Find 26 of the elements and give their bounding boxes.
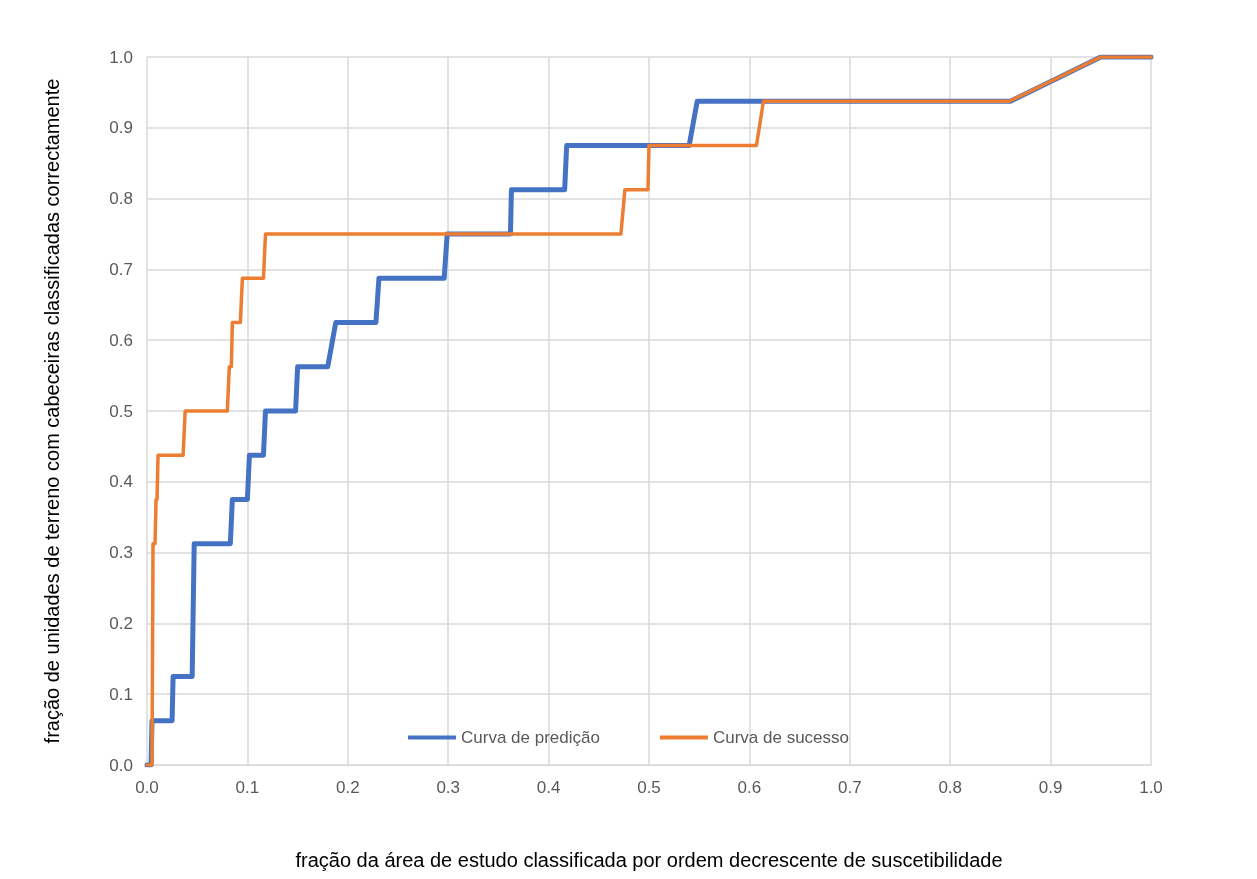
x-tick-label: 0.1 xyxy=(235,778,260,797)
y-tick-label: 0.5 xyxy=(109,401,133,421)
y-tick-label: 0.3 xyxy=(109,543,133,563)
x-tick-label: 0.6 xyxy=(737,778,762,797)
x-tick-label: 0.8 xyxy=(938,778,963,797)
x-tick-label: 0.3 xyxy=(436,778,461,797)
x-axis-title: fração da área de estudo classificada por ordem decrescente de suscetibilidade xyxy=(295,849,1003,871)
x-tick-label: 0.2 xyxy=(335,778,360,797)
y-tick-label: 0.6 xyxy=(109,330,133,350)
x-tick-label: 0.4 xyxy=(536,778,561,797)
y-tick-label: 0.4 xyxy=(109,472,133,492)
y-tick-label: 0.2 xyxy=(109,613,133,633)
legend-label: Curva de predição xyxy=(461,728,600,747)
y-tick-label: 0.1 xyxy=(109,684,133,704)
y-tick-label: 0.9 xyxy=(109,118,133,138)
y-tick-label: 0.7 xyxy=(109,259,133,279)
x-tick-label: 0.5 xyxy=(637,778,661,797)
x-tick-label: 1.0 xyxy=(1139,778,1163,797)
x-tick-label: 0.7 xyxy=(837,778,862,797)
y-tick-label: 1.0 xyxy=(109,47,133,67)
y-tick-label: 0.8 xyxy=(109,189,133,209)
y-tick-label: 0.0 xyxy=(109,755,133,775)
x-tick-label: 0.9 xyxy=(1038,778,1063,797)
y-axis-title: fração de unidades de terreno com cabeceiras classificadas correctamente xyxy=(41,78,63,744)
legend-label: Curva de sucesso xyxy=(712,728,849,747)
x-tick-label: 0.0 xyxy=(135,778,159,797)
